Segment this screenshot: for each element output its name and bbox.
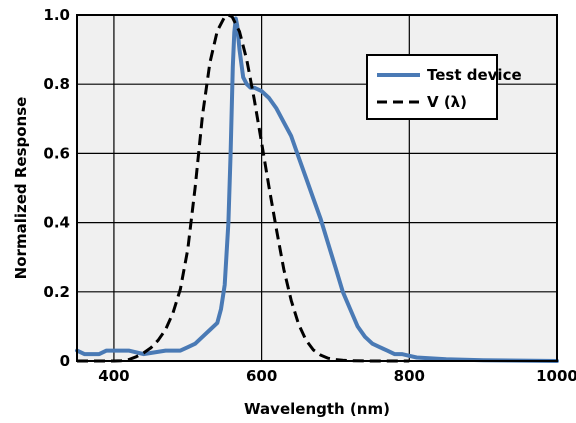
series-line-test-device (75, 16, 559, 363)
axis-ticks: 400 600 800 1000 0 0.2 0.4 0.6 0.8 1.0 (43, 6, 576, 385)
legend-box (366, 54, 498, 120)
y-tick-label: 0.6 (43, 144, 70, 162)
y-tick-label: 0.2 (43, 283, 70, 301)
y-axis-title: Normalized Response (12, 97, 30, 280)
legend-label-test-device: Test device (427, 66, 522, 84)
y-tick-label: 0 (60, 352, 70, 370)
x-tick-label: 400 (98, 367, 129, 385)
legend-label-v-lambda: V (λ) (427, 93, 467, 111)
x-tick-label: 600 (246, 367, 277, 385)
x-tick-label: 800 (394, 367, 425, 385)
y-tick-label: 1.0 (43, 6, 70, 24)
y-tick-label: 0.8 (43, 75, 70, 93)
x-axis-title: Wavelength (nm) (244, 400, 390, 418)
x-tick-label: 1000 (536, 367, 576, 385)
y-tick-label: 0.4 (43, 214, 70, 232)
plot-frame (76, 14, 558, 362)
legend: Test device V (λ) (366, 54, 522, 120)
